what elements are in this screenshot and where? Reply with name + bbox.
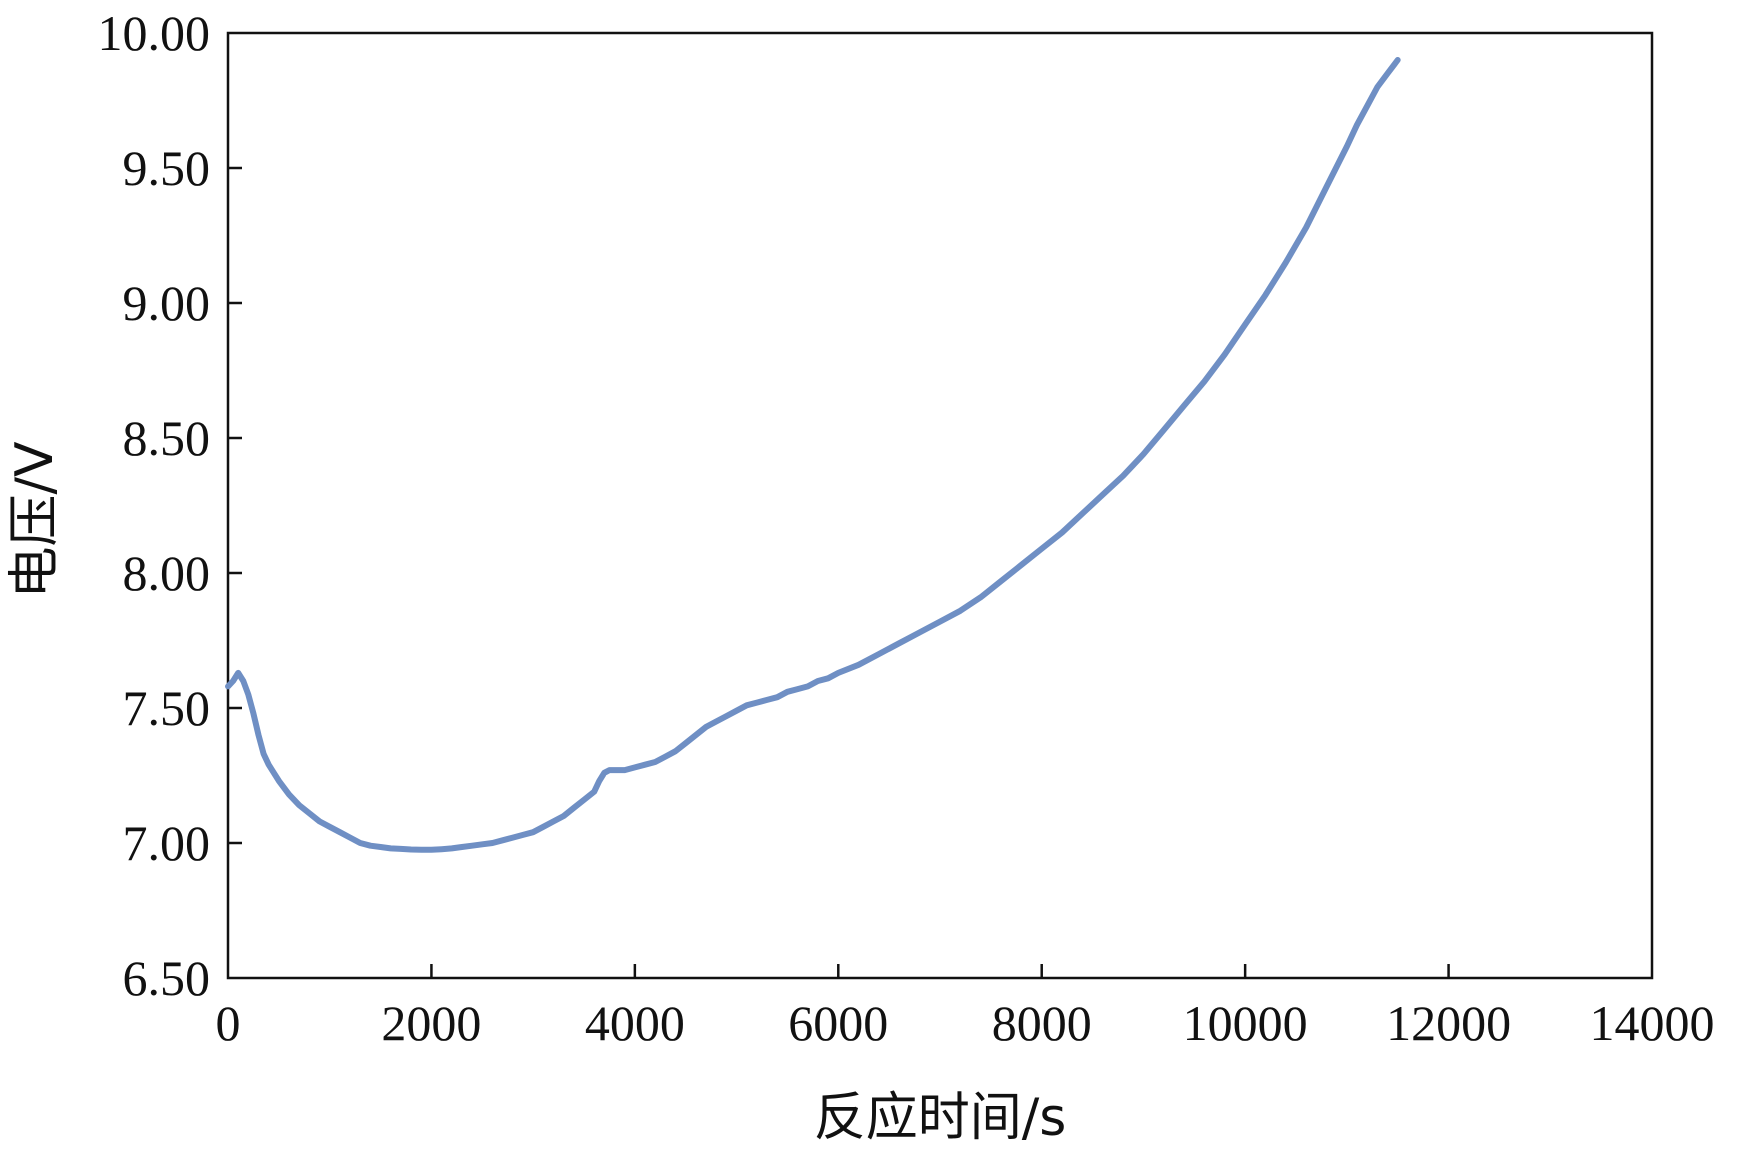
y-tick-label: 7.00 [123,815,211,871]
y-tick-label: 8.00 [123,545,211,601]
x-tick-label: 14000 [1590,995,1715,1051]
plot-area-border [226,31,1654,980]
y-axis-label: 电压/V [5,441,65,599]
x-tick-label: 8000 [992,995,1092,1051]
x-tick-label: 10000 [1183,995,1308,1051]
y-axis-ticks: 6.50 7.00 7.50 8.00 8.50 9.00 9.50 10.00 [98,5,242,1006]
x-tick-label: 2000 [381,995,481,1051]
y-tick-label: 9.50 [123,140,211,196]
y-tick-label: 6.50 [123,950,211,1006]
y-tick-label: 7.50 [123,680,211,736]
series-line-0 [225,57,1401,853]
x-tick-label: 0 [216,995,241,1051]
x-tick-label: 4000 [585,995,685,1051]
plot-frame [226,31,1654,980]
x-axis-ticks: 0 2000 4000 6000 8000 10000 12000 14000 [216,964,1715,1051]
x-tick-label: 12000 [1386,995,1511,1051]
x-axis-label: 反应时间/s [814,1088,1067,1148]
y-tick-label: 9.00 [123,275,211,331]
y-tick-label: 10.00 [98,5,211,61]
series-group [225,57,1401,853]
x-tick-label: 6000 [788,995,888,1051]
y-tick-label: 8.50 [123,410,211,466]
